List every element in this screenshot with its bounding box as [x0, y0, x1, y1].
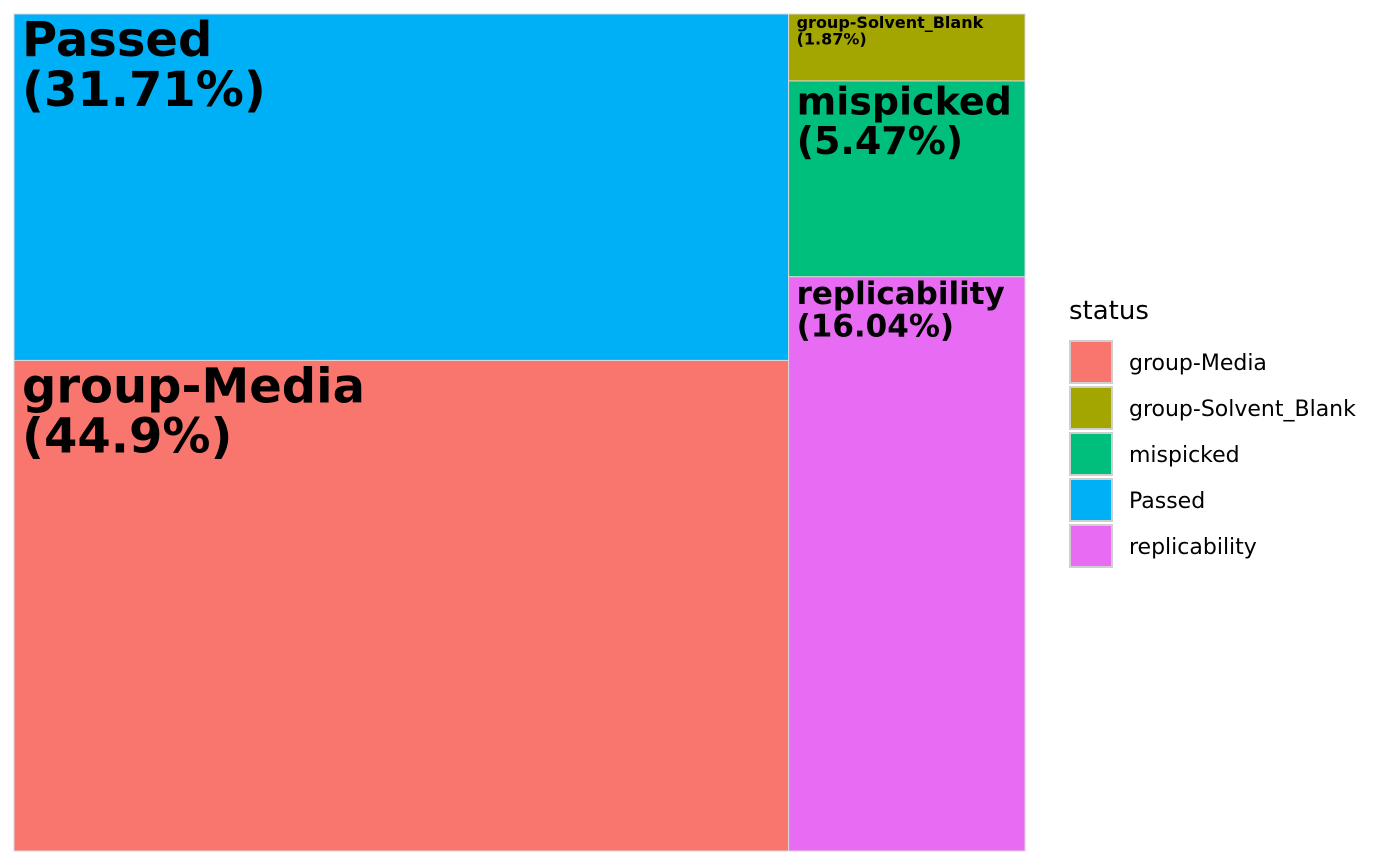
tile-percent-mispicked: (5.47%) [797, 119, 964, 163]
legend-key-group-solvent-blank [1069, 386, 1113, 430]
tile-percent-passed: (31.71%) [22, 62, 266, 118]
legend-label-replicability: replicability [1129, 535, 1257, 560]
tile-group-media [13, 359, 790, 852]
tile-passed [13, 13, 790, 361]
tile-percent-group-media: (44.9%) [22, 409, 232, 465]
legend-label-group-media: group-Media [1129, 351, 1267, 376]
tile-group-solvent-blank [788, 13, 1026, 82]
legend-key-passed [1069, 478, 1113, 522]
legend: status group-Media group-Solvent_Blankmis… [1069, 296, 1356, 568]
legend-title: status [1069, 296, 1149, 326]
legend-label-mispicked: mispicked [1129, 443, 1240, 468]
legend-label-group-solvent-blank: group-Solvent_Blank [1129, 397, 1356, 422]
tile-label-group-solvent-blank: group-Solvent_Blank [797, 13, 984, 32]
legend-key-mispicked [1069, 432, 1113, 476]
tile-mispicked [788, 80, 1026, 278]
tile-percent-replicability: (16.04%) [797, 308, 954, 344]
legend-key-group-media [1069, 340, 1113, 384]
tile-label-group-media: group-Media [22, 359, 365, 415]
tile-label-replicability: replicability [797, 276, 1005, 312]
treemap-tiles: Passed(31.71%) group-Media(44.9%) group-So… [13, 12, 1026, 852]
tile-label-passed: Passed [22, 12, 212, 68]
legend-key-replicability [1069, 524, 1113, 568]
tile-percent-group-solvent-blank: (1.87%) [797, 30, 867, 49]
tile-label-mispicked: mispicked [797, 79, 1012, 123]
legend-label-passed: Passed [1129, 489, 1205, 514]
tile-replicability [788, 276, 1026, 852]
